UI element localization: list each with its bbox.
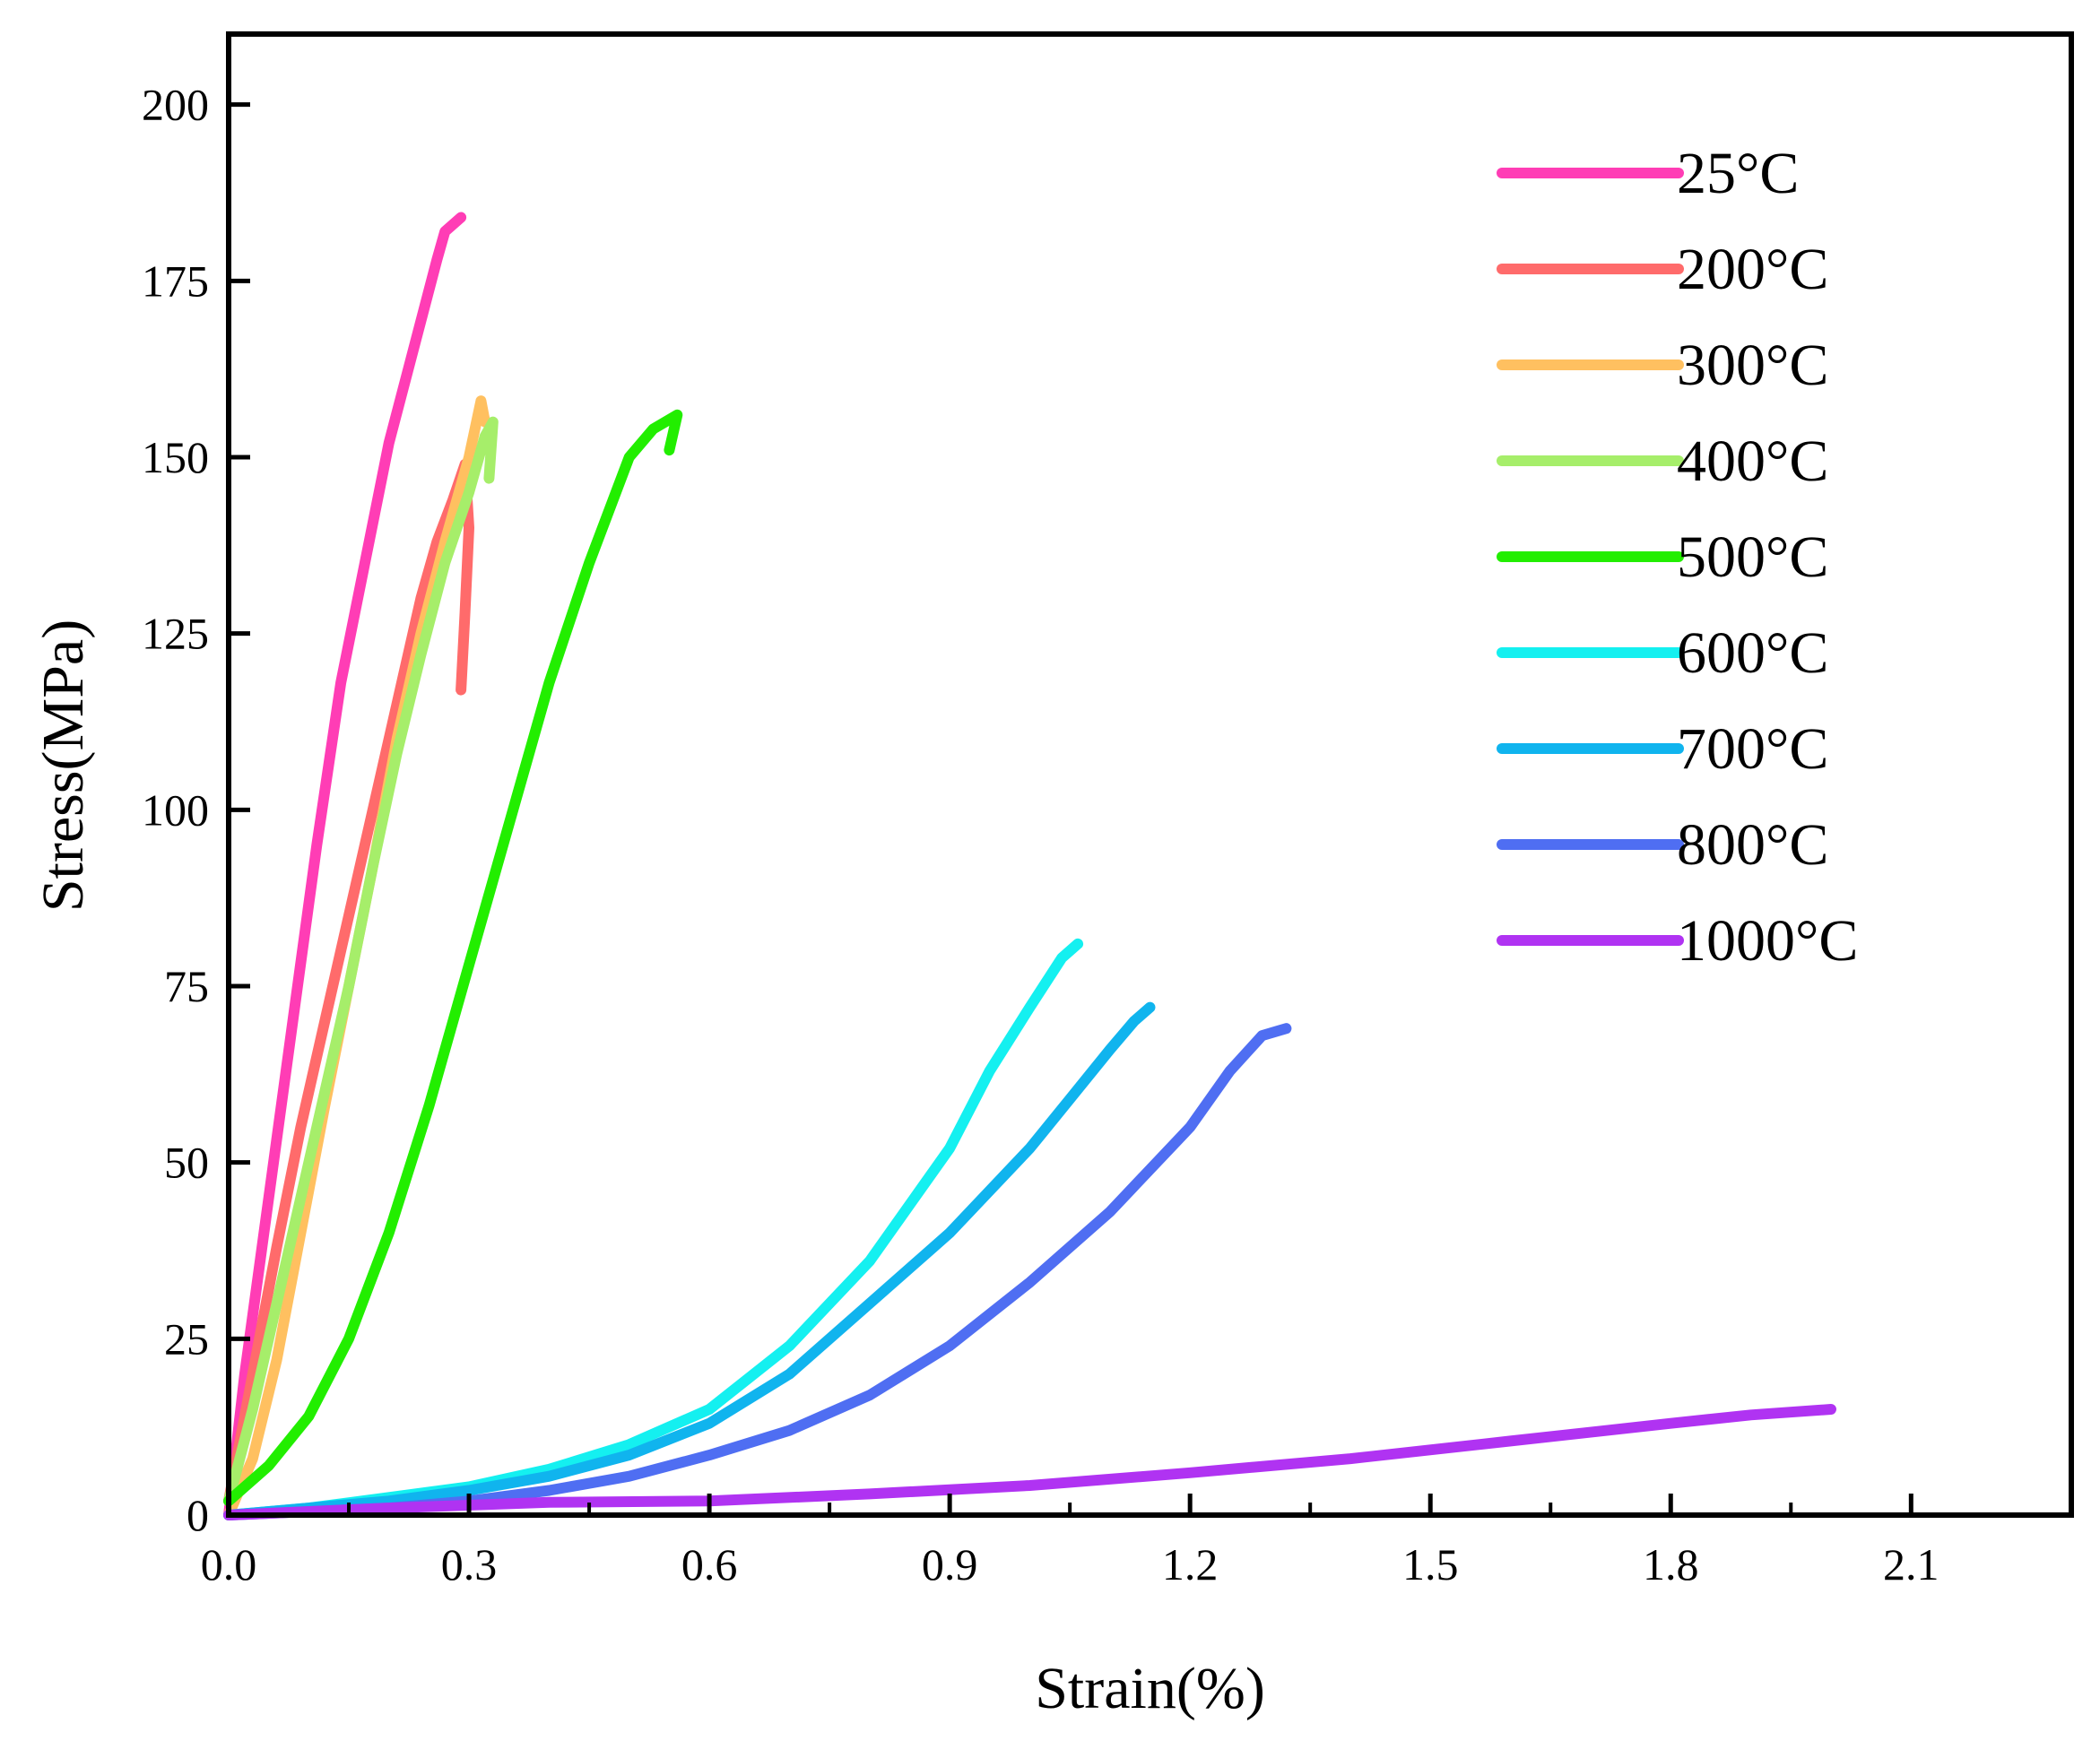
legend-label-2: 300°C — [1677, 333, 1828, 398]
legend: 25°C 200°C 300°C 400°C 500°C 600°C 700°C 800°C 1… — [1497, 141, 1858, 974]
x-tick-label: 1.2 — [1162, 1539, 1219, 1589]
series-line-6 — [223, 1001, 1156, 1520]
legend-label-8: 1000°C — [1677, 908, 1858, 974]
plot-frame — [226, 31, 2074, 1518]
x-tick-label: 0.3 — [441, 1539, 498, 1589]
y-tick-label: 200 — [142, 80, 209, 130]
series-line-7 — [223, 1023, 1292, 1520]
y-axis-label: Stress(MPa) — [30, 619, 96, 912]
series-layer — [223, 212, 1836, 1520]
series-line-3 — [223, 416, 499, 1507]
legend-label-1: 200°C — [1677, 237, 1828, 302]
x-tick-label: 0.0 — [201, 1539, 257, 1589]
series-line-8 — [223, 1404, 1836, 1520]
y-tick-label: 75 — [164, 961, 209, 1011]
y-tick-label: 100 — [142, 784, 209, 835]
legend-label-7: 800°C — [1677, 812, 1828, 878]
series-line-4 — [223, 409, 683, 1507]
x-axis-label: Strain(%) — [1035, 1656, 1265, 1721]
y-tick-label: 25 — [164, 1313, 209, 1364]
y-tick-label: 150 — [142, 432, 209, 482]
legend-label-4: 500°C — [1677, 524, 1828, 590]
y-tick-label: 125 — [142, 609, 209, 659]
legend-label-0: 25°C — [1677, 141, 1799, 206]
series-line-0 — [223, 212, 467, 1520]
legend-label-6: 700°C — [1677, 716, 1828, 782]
x-tick-label: 1.8 — [1643, 1539, 1699, 1589]
y-tick-label: 50 — [164, 1138, 209, 1188]
legend-label-3: 400°C — [1677, 429, 1828, 494]
x-tick-label: 0.9 — [922, 1539, 978, 1589]
legend-label-5: 600°C — [1677, 620, 1828, 686]
y-tick-label: 175 — [142, 256, 209, 306]
y-tick-label: 0 — [187, 1490, 209, 1540]
x-tick-label: 0.6 — [681, 1539, 738, 1589]
x-tick-label: 1.5 — [1402, 1539, 1459, 1589]
axis-ticks: 0.0 0.3 0.6 0.9 1.2 1.5 1.8 2.1 0 25 50 75 100 125 150… — [142, 80, 1939, 1589]
x-tick-label: 2.1 — [1883, 1539, 1939, 1589]
